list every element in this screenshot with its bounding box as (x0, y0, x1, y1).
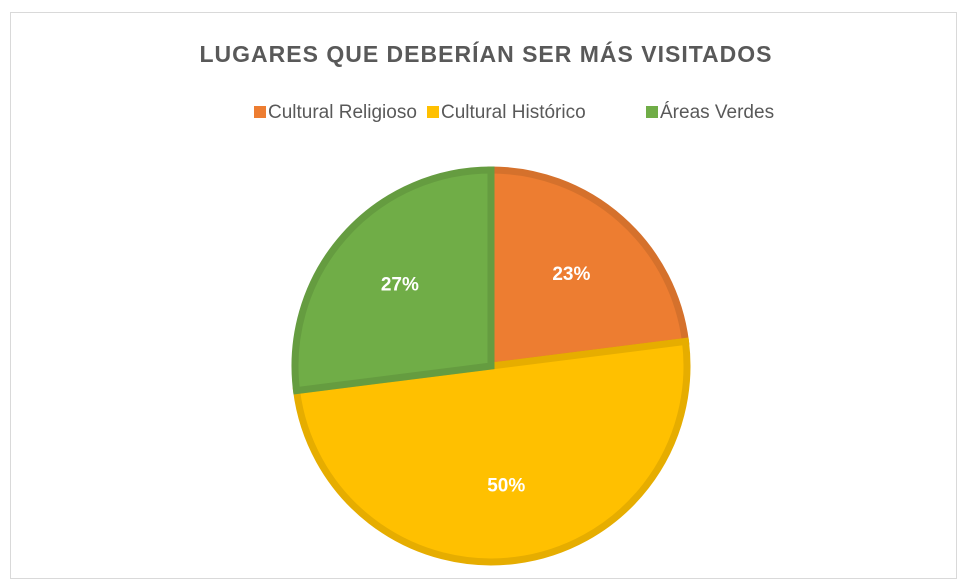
pie-slice (292, 337, 691, 566)
legend-swatch (646, 106, 658, 118)
legend-label: Áreas Verdes (660, 102, 774, 123)
data-label: 27% (381, 275, 419, 296)
data-label: 23% (552, 264, 590, 285)
legend-label: Cultural Histórico (441, 102, 586, 123)
legend-label: Cultural Religioso (268, 102, 417, 123)
legend-swatch (254, 106, 266, 118)
legend-swatch (427, 106, 439, 118)
pie-slice (487, 166, 690, 370)
data-label: 50% (487, 476, 525, 497)
chart-title: LUGARES QUE DEBERÍAN SER MÁS VISITADOS (199, 40, 772, 67)
pie-slice (291, 166, 495, 395)
